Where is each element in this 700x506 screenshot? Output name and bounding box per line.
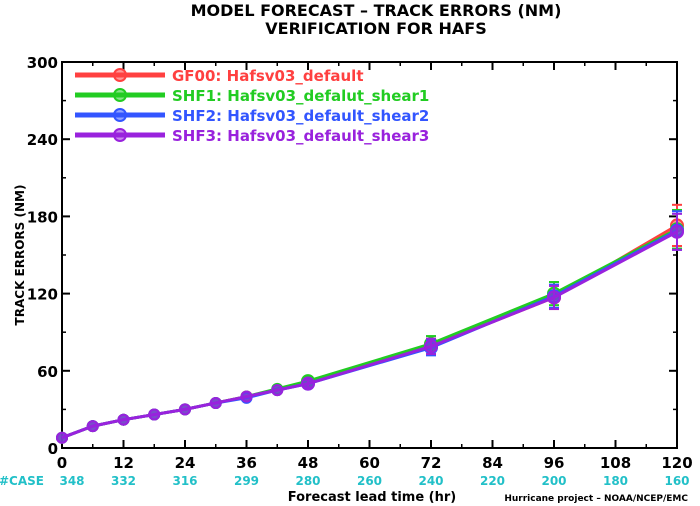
case-count: 200 [541, 474, 566, 488]
x-tick-label: 60 [359, 454, 380, 472]
legend-marker [113, 108, 127, 122]
x-axis-label: Forecast lead time (hr) [288, 490, 456, 505]
x-tick-label: 0 [57, 454, 67, 472]
case-count: 348 [59, 474, 84, 488]
series-line [61, 230, 678, 440]
legend-item: GF00: Hafsv03_default [75, 67, 363, 85]
x-tick-label: 12 [113, 454, 134, 472]
legend-label: GF00: Hafsv03_default [172, 67, 363, 85]
case-count: 220 [480, 474, 505, 488]
legend-label: SHF3: Hafsv03_default_shear3 [172, 127, 429, 145]
case-count: 316 [172, 474, 197, 488]
y-tick-label: 60 [37, 363, 58, 381]
data-point [56, 431, 68, 444]
x-tick-label: 24 [175, 454, 196, 472]
y-axis: 0 60 120 180 240 300 [27, 54, 677, 458]
series-layer [56, 203, 684, 444]
legend-item: SHF3: Hafsv03_default_shear3 [75, 127, 429, 145]
legend-marker [113, 128, 127, 142]
series-line [61, 224, 678, 440]
case-count: 260 [357, 474, 382, 488]
case-count: 180 [603, 474, 628, 488]
legend-marker [113, 88, 127, 102]
data-point [179, 403, 191, 416]
chart-title: MODEL FORECAST – TRACK ERRORS (NM) [191, 1, 562, 20]
x-tick-label: 108 [600, 454, 631, 472]
series-1 [56, 203, 684, 444]
y-tick-label: 240 [27, 131, 58, 149]
x-tick-label: 48 [298, 454, 319, 472]
legend-item: SHF2: Hafsv03_default_shear2 [75, 107, 429, 125]
case-count-row: #CASE 348 332 316 299 280 260 240 220 200 180 160 [0, 474, 690, 488]
chart-subtitle: VERIFICATION FOR HAFS [265, 19, 486, 38]
y-tick-label: 0 [48, 440, 58, 458]
y-tick-label: 180 [27, 208, 58, 226]
series-3 [56, 210, 684, 444]
case-count: 240 [418, 474, 443, 488]
x-tick-label: 36 [236, 454, 257, 472]
y-tick-label: 300 [27, 54, 58, 72]
data-point [547, 290, 561, 305]
legend-label: SHF2: Hafsv03_default_shear2 [172, 107, 429, 125]
legend-label: SHF1: Hafsv03_defalut_shear1 [172, 87, 429, 105]
case-count: 160 [664, 474, 689, 488]
x-tick-label: 96 [544, 454, 565, 472]
data-point [148, 408, 161, 421]
legend: GF00: Hafsv03_default SHF1: Hafsv03_defal… [75, 67, 429, 145]
data-point [209, 396, 222, 409]
series-line [61, 227, 678, 440]
case-count: 299 [234, 474, 259, 488]
series-4 [56, 212, 684, 444]
series-2 [56, 208, 684, 444]
legend-marker [113, 68, 127, 82]
y-axis-label: TRACK ERRORS (NM) [13, 185, 27, 326]
x-axis: 0 12 24 36 48 60 72 84 96 108 120 [57, 62, 693, 472]
series-line [61, 229, 678, 440]
data-point [301, 376, 315, 391]
case-count: 280 [295, 474, 320, 488]
case-count: 332 [111, 474, 136, 488]
data-point [424, 339, 438, 354]
data-point [240, 390, 253, 403]
x-tick-label: 84 [482, 454, 503, 472]
case-label: #CASE [0, 474, 44, 488]
data-point [670, 224, 684, 239]
x-tick-label: 120 [661, 454, 692, 472]
credit-text: Hurricane project – NOAA/NCEP/EMC [504, 494, 688, 504]
y-tick-label: 120 [27, 286, 58, 304]
x-tick-label: 72 [421, 454, 442, 472]
data-point [117, 413, 130, 426]
legend-item: SHF1: Hafsv03_defalut_shear1 [75, 87, 429, 105]
data-point [271, 384, 284, 397]
data-point [86, 420, 99, 433]
